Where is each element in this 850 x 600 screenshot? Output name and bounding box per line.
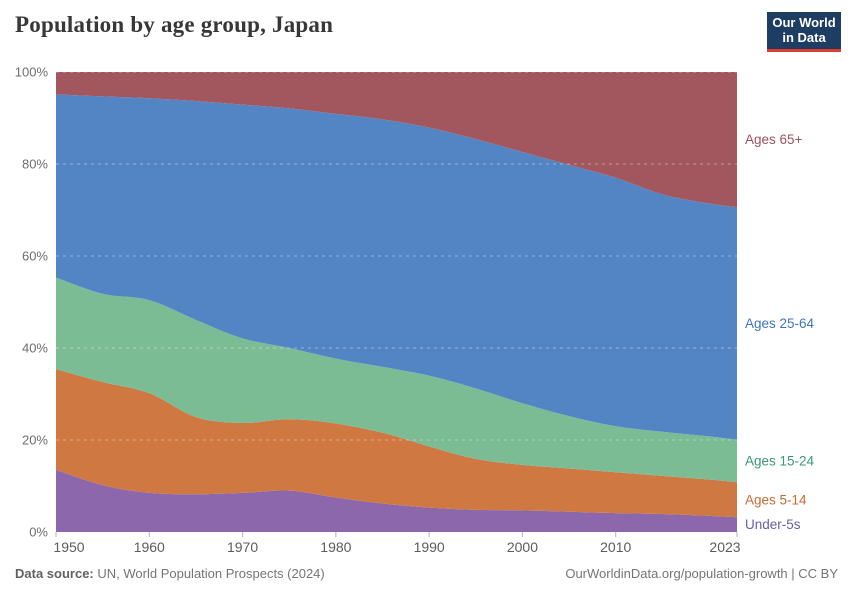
y-tick-label: 100%: [15, 65, 49, 80]
y-axis: 0% 20% 40% 60% 80% 100%: [15, 65, 49, 540]
data-source-text: UN, World Population Prospects (2024): [97, 566, 325, 581]
x-tick-label: 1990: [414, 539, 445, 555]
y-tick-label: 40%: [22, 341, 48, 356]
series-label-ages-5-14: Ages 5-14: [745, 492, 807, 507]
series-label-ages-65: Ages 65+: [745, 132, 803, 147]
area-ages-15-24[interactable]: [56, 277, 737, 483]
y-tick-label: 20%: [22, 433, 48, 448]
gridlines: [56, 71, 737, 441]
series-label-ages-25-64: Ages 25-64: [745, 316, 815, 331]
x-tick-label: 1980: [320, 539, 351, 555]
area-ages-5-14[interactable]: [56, 369, 737, 518]
area-ages-65[interactable]: [56, 72, 737, 208]
x-tick-label: 2010: [600, 539, 631, 555]
area-ages-25-64[interactable]: [56, 94, 737, 440]
series-labels: Under-5s Ages 5-14 Ages 15-24 Ages 25-64 Age…: [745, 132, 815, 532]
series-label-ages-15-24: Ages 15-24: [745, 453, 815, 468]
owid-logo[interactable]: Our World in Data: [767, 12, 841, 52]
data-source: Data source: UN, World Population Prospe…: [15, 566, 325, 581]
credit-link[interactable]: OurWorldinData.org/population-growth | C…: [565, 566, 838, 581]
data-source-label: Data source:: [15, 566, 94, 581]
x-tick-label: 1970: [227, 539, 258, 555]
plot-areas: [56, 72, 737, 532]
area-under-5s[interactable]: [56, 469, 737, 532]
y-tick-label: 0%: [29, 525, 48, 540]
x-axis: 1950 1960 1970 1980 1990 2000 2010 2023: [53, 532, 741, 555]
page-title: Population by age group, Japan: [15, 12, 334, 37]
owid-logo-line2: in Data: [782, 30, 826, 45]
y-tick-label: 60%: [22, 249, 48, 264]
stacked-area-chart[interactable]: 0% 20% 40% 60% 80% 100% 1950 1960 1970 1980 1990 20…: [0, 60, 850, 556]
x-tick-label: 2023: [709, 539, 740, 555]
x-tick-label: 1960: [134, 539, 165, 555]
chart-footer: Data source: UN, World Population Prospe…: [15, 566, 838, 581]
y-tick-label: 80%: [22, 157, 48, 172]
x-tick-label: 2000: [507, 539, 538, 555]
x-tick-label: 1950: [53, 539, 84, 555]
owid-logo-line1: Our World: [772, 15, 836, 30]
series-label-under-5s: Under-5s: [745, 517, 801, 532]
